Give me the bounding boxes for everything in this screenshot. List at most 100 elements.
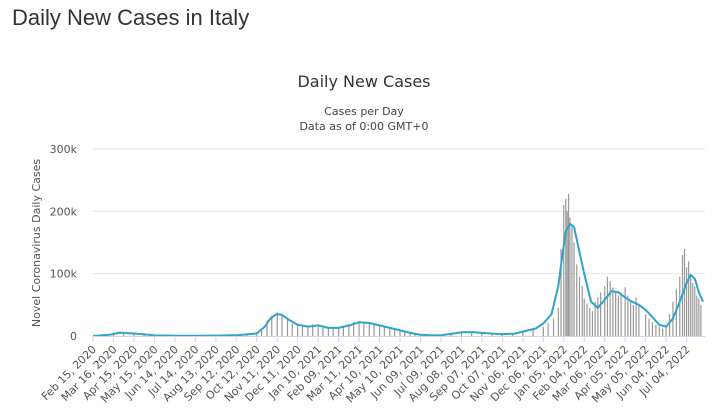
bar [378, 325, 381, 336]
bar [627, 295, 629, 336]
moving-average-line [92, 222, 704, 337]
bar [567, 193, 570, 336]
bar [700, 304, 702, 336]
bar [393, 329, 396, 336]
bar [286, 319, 289, 336]
bar [547, 322, 549, 336]
bar [589, 307, 591, 336]
bar [665, 324, 667, 336]
bar [571, 226, 573, 336]
bar [383, 326, 385, 336]
bar [260, 328, 263, 336]
bar [609, 281, 611, 336]
bar [307, 327, 309, 336]
bar [630, 301, 632, 336]
bar [698, 298, 700, 336]
bar [606, 276, 609, 336]
bar [522, 332, 524, 336]
bar [276, 312, 278, 336]
bar [685, 267, 688, 336]
bar [668, 314, 671, 336]
bar [471, 332, 473, 336]
bar [597, 297, 599, 336]
page-title: Daily New Cases in Italy [12, 5, 250, 30]
bar [338, 327, 340, 336]
bar [635, 297, 637, 336]
bar [363, 322, 365, 336]
chart-subtitle-line-1: Cases per Day [324, 105, 404, 118]
bar [651, 322, 654, 336]
bar [511, 333, 514, 336]
bar [679, 276, 681, 336]
bar [566, 211, 568, 336]
bar [560, 248, 562, 336]
bar [578, 276, 581, 336]
bar [123, 332, 125, 336]
bar [342, 326, 344, 336]
y-tick-layer: 0 100k 200k 300k [50, 143, 78, 343]
bar [600, 292, 602, 336]
bar [583, 298, 585, 336]
bar [565, 198, 567, 336]
bar [389, 327, 391, 336]
line-layer [92, 222, 704, 337]
bar [291, 323, 293, 336]
bar [612, 287, 614, 336]
bar [414, 334, 416, 336]
bar [491, 333, 493, 336]
bar-layer [102, 193, 702, 336]
bar [683, 248, 686, 336]
bar [460, 331, 463, 336]
bar [576, 264, 578, 336]
bar [696, 295, 698, 336]
bar [586, 303, 588, 336]
bar [312, 324, 314, 336]
bar [542, 326, 544, 336]
bar [648, 318, 650, 336]
bar [327, 328, 329, 336]
bar [694, 286, 696, 336]
bar [358, 321, 360, 336]
bar [266, 320, 268, 336]
bar [368, 322, 370, 336]
bar [624, 287, 626, 336]
bar [632, 304, 634, 336]
bar [581, 286, 583, 336]
axis-layer [92, 336, 705, 342]
bar [620, 292, 622, 336]
bar [557, 307, 559, 336]
bar [594, 301, 596, 336]
y-tick-label: 100k [50, 268, 78, 281]
chart-title: Daily New Cases [297, 72, 430, 91]
bar [271, 315, 273, 336]
bar [399, 330, 401, 336]
bar [658, 326, 660, 336]
bar [645, 314, 647, 336]
bar [563, 205, 565, 336]
bar [133, 333, 135, 336]
bar [481, 332, 483, 336]
grid-layer [93, 148, 705, 275]
bar [409, 333, 411, 336]
bar [143, 334, 145, 336]
bar [573, 242, 575, 336]
bar [297, 325, 299, 336]
bar [638, 306, 640, 336]
bar [655, 324, 657, 336]
bar [317, 324, 319, 336]
bar [373, 324, 375, 336]
bar [591, 311, 594, 336]
bar [615, 291, 617, 336]
bar [348, 324, 350, 336]
bar [322, 327, 324, 336]
bar [617, 295, 619, 336]
bar [332, 327, 334, 336]
bar [604, 286, 606, 336]
bar [692, 283, 694, 336]
bar [662, 328, 664, 336]
y-tick-label: 200k [50, 205, 78, 218]
bar [353, 321, 355, 336]
y-tick-label: 300k [50, 143, 78, 156]
